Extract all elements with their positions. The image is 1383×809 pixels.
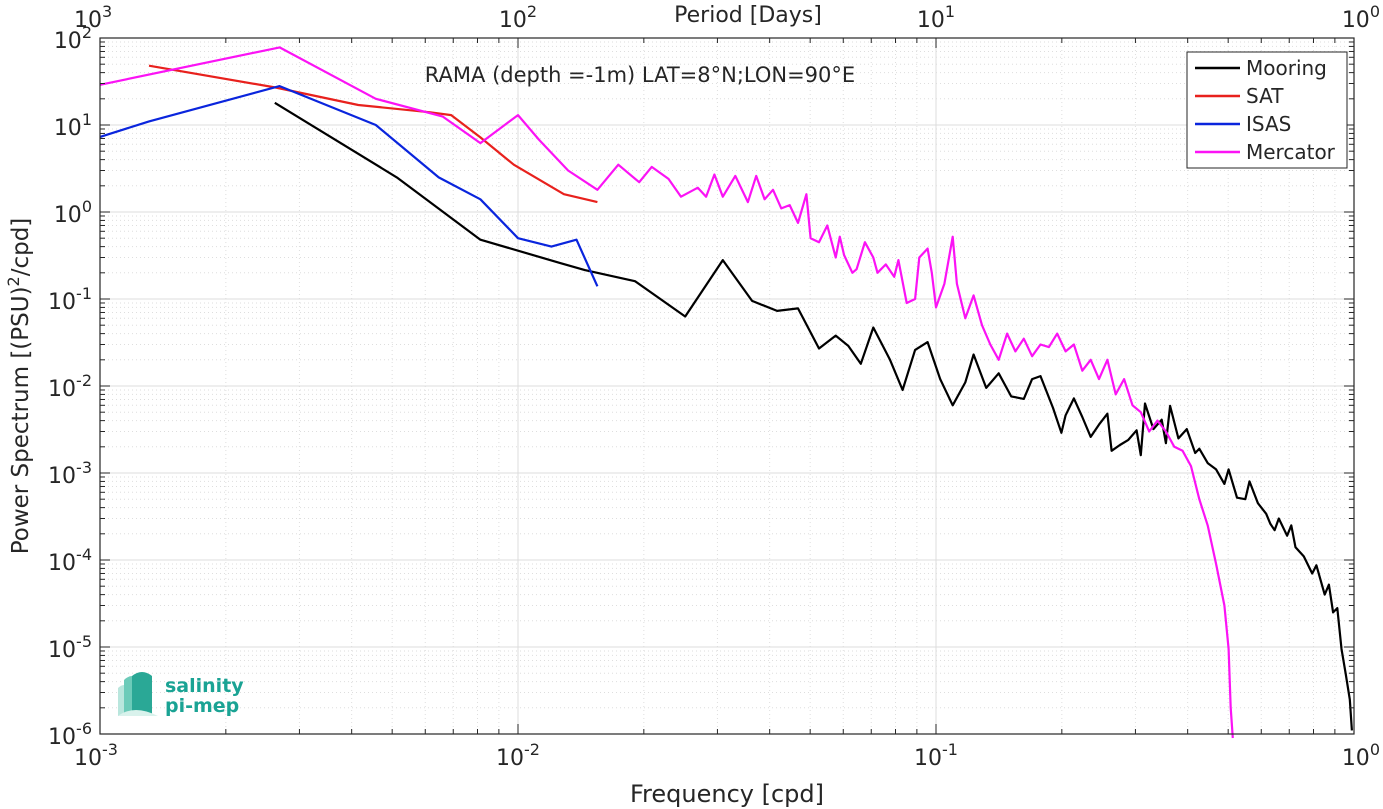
y-tick-label-exponent: -1	[76, 284, 92, 303]
top-x-tick-label: 100	[1342, 2, 1380, 33]
top-x-tick-label: 102	[499, 2, 537, 33]
y-tick-label-base: 10	[54, 116, 82, 141]
y-tick-label-exponent: 2	[82, 23, 92, 42]
top-x-tick-label-base: 10	[917, 8, 945, 33]
series-line-isas	[99, 84, 599, 287]
x-tick-label: 10-1	[914, 740, 958, 771]
x-tick-label: 10-3	[74, 740, 118, 771]
x-tick-label-base: 10	[74, 746, 102, 771]
legend-label-mercator: Mercator	[1246, 140, 1336, 164]
y-axis-label: Power Spectrum [(PSU)2/cpd]	[4, 218, 34, 555]
y-tick-label-exponent: 0	[82, 197, 92, 216]
y-tick-label-base: 10	[48, 551, 76, 576]
logo-text-salinity: salinity	[165, 675, 244, 697]
x-tick-label: 100	[1342, 740, 1380, 771]
y-axis-label-sup: 2	[4, 276, 23, 286]
y-tick-label-base: 10	[48, 638, 76, 663]
top-x-tick-label-base: 10	[499, 8, 527, 33]
top-axis-label: Period [Days]	[674, 3, 822, 28]
x-tick-label-base: 10	[914, 746, 942, 771]
legend-label-sat: SAT	[1246, 84, 1284, 108]
top-x-tick-label-exponent: 0	[1370, 2, 1380, 21]
legend-label-mooring: Mooring	[1246, 56, 1327, 80]
y-tick-label-exponent: 1	[82, 110, 92, 129]
series-line-mooring	[274, 101, 1353, 731]
salinity-pi-mep-logo: salinity pi-mep	[118, 672, 244, 717]
x-tick-label-base: 10	[496, 746, 524, 771]
y-tick-label-base: 10	[48, 290, 76, 315]
y-tick-label: 10-4	[48, 545, 92, 576]
top-x-tick-label-exponent: 3	[102, 2, 112, 21]
y-tick-label: 102	[54, 23, 92, 54]
y-tick-label-exponent: -2	[76, 371, 92, 390]
chart-title: RAMA (depth =-1m) LAT=8°N;LON=90°E	[425, 63, 855, 87]
series-lines	[99, 46, 1353, 739]
legend: Mooring SAT ISAS Mercator	[1186, 51, 1348, 169]
top-x-tick-label: 101	[917, 2, 955, 33]
y-tick-label-base: 10	[54, 203, 82, 228]
top-x-tick-label-base: 10	[74, 8, 102, 33]
y-tick-label-base: 10	[48, 725, 76, 750]
top-x-tick-label-exponent: 2	[527, 2, 537, 21]
top-x-tick-label-exponent: 1	[945, 2, 955, 21]
y-tick-label: 100	[54, 197, 92, 228]
x-tick-label-base: 10	[1342, 746, 1370, 771]
series-line-mercator	[99, 46, 1234, 739]
logo-text-pi-mep: pi-mep	[165, 695, 239, 717]
x-tick-label-exponent: -3	[102, 740, 118, 759]
y-tick-label: 10-3	[48, 458, 92, 489]
logo-wave-base	[118, 710, 158, 716]
top-x-tick-label-base: 10	[1342, 8, 1370, 33]
y-tick-label-base: 10	[54, 29, 82, 54]
x-tick-label: 10-2	[496, 740, 540, 771]
y-tick-label-base: 10	[48, 464, 76, 489]
x-axis-label: Frequency [cpd]	[630, 780, 824, 808]
y-tick-label-exponent: -5	[76, 632, 92, 651]
y-tick-label: 10-1	[48, 284, 92, 315]
y-tick-label-exponent: -3	[76, 458, 92, 477]
x-tick-label-exponent: -2	[524, 740, 540, 759]
x-tick-label-exponent: 0	[1370, 740, 1380, 759]
legend-label-isas: ISAS	[1246, 112, 1291, 136]
series-line-sat	[148, 64, 598, 204]
y-tick-label-base: 10	[48, 377, 76, 402]
y-axis-label-base: Power Spectrum [(PSU)	[8, 286, 34, 554]
y-tick-label: 10-2	[48, 371, 92, 402]
legend-box	[1186, 51, 1348, 169]
top-x-tick-label: 103	[74, 2, 112, 33]
y-tick-label: 101	[54, 110, 92, 141]
y-tick-label-exponent: -4	[76, 545, 92, 564]
y-tick-label-exponent: -6	[76, 719, 92, 738]
y-axis-label-tail: /cpd]	[8, 218, 34, 277]
y-tick-label: 10-6	[48, 719, 92, 750]
x-tick-label-exponent: -1	[942, 740, 958, 759]
logo-wave-front	[132, 672, 152, 716]
y-tick-label: 10-5	[48, 632, 92, 663]
